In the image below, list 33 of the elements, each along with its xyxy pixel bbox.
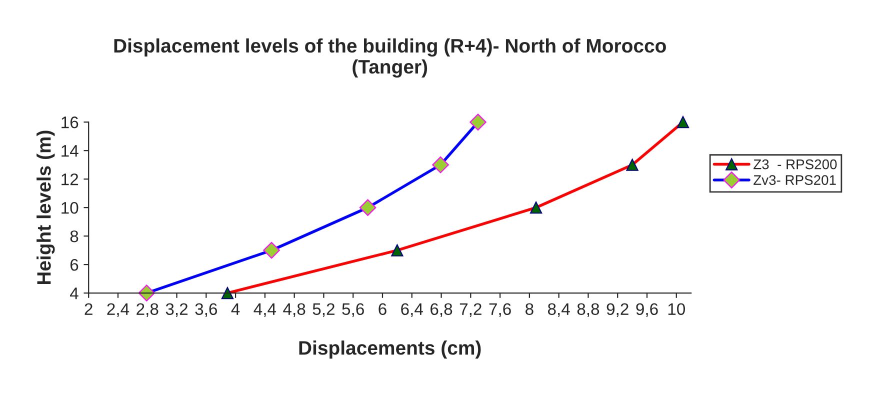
x-axis-title: Displacements (cm) — [299, 340, 481, 359]
legend-label: Zv3- RPS201 — [754, 175, 836, 185]
x-tick-label: 5,6 — [342, 303, 364, 317]
x-tick-label: 6 — [378, 303, 386, 316]
chart-title: Displacement levels of the building (R+4)- North of Morocco (Tanger) — [114, 38, 666, 78]
x-tick-label: 5,2 — [312, 303, 334, 317]
x-tick-label: 6,4 — [401, 303, 423, 317]
x-tick-label: 4 — [231, 303, 240, 315]
x-tick-label: 8,8 — [577, 303, 600, 317]
x-tick-label: 9,6 — [636, 303, 658, 317]
x-tick-label: 3,6 — [195, 303, 218, 317]
legend-label: Z3 - RPS200 — [754, 159, 837, 170]
y-tick-label: 10 — [62, 202, 78, 214]
x-tick-label: 10 — [668, 303, 686, 316]
y-tick-label: 8 — [70, 230, 78, 242]
x-tick-label: 3,2 — [166, 303, 188, 317]
y-tick-label: 6 — [70, 258, 78, 271]
x-tick-label: 4,8 — [283, 303, 306, 317]
x-tick-label: 6,8 — [430, 303, 452, 317]
x-tick-label: 2 — [84, 303, 92, 315]
y-tick-label: 16 — [62, 116, 78, 128]
x-tick-label: 2,8 — [136, 303, 158, 317]
y-tick-label: 14 — [62, 145, 78, 157]
x-tick-label: 9,2 — [606, 303, 628, 317]
y-axis-title: Height levels (m) — [36, 130, 55, 284]
x-tick-label: 8 — [526, 303, 534, 316]
y-tick-label: 12 — [62, 173, 78, 186]
x-tick-label: 2,4 — [107, 303, 130, 317]
x-tick-label: 4,4 — [254, 303, 276, 317]
x-tick-label: 8,4 — [548, 303, 570, 317]
x-tick-label: 7,6 — [489, 303, 511, 317]
x-tick-label: 7,2 — [460, 303, 482, 317]
y-tick-label: 4 — [70, 288, 78, 300]
